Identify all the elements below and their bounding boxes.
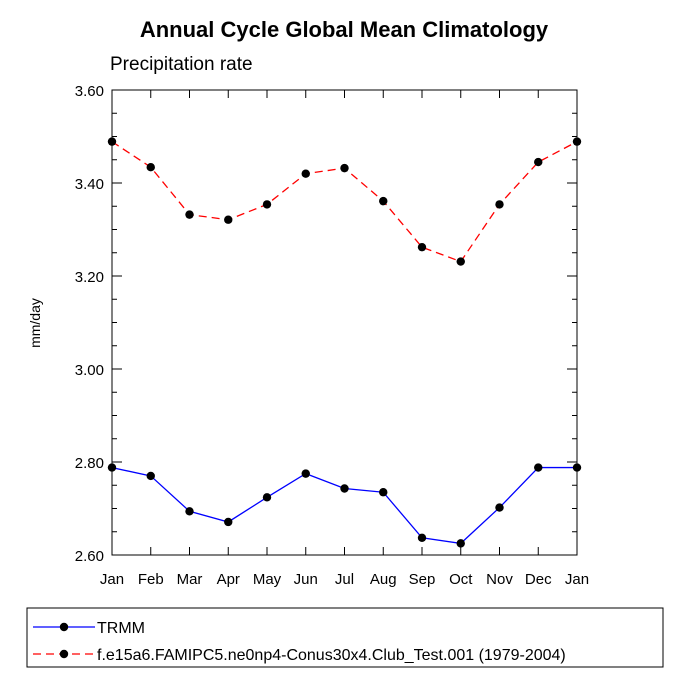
x-tick-label-10: Nov — [486, 571, 513, 588]
x-tick-label-3: Apr — [217, 571, 240, 588]
chart-subtitle: Precipitation rate — [110, 54, 253, 75]
series-1-point-11 — [534, 157, 543, 167]
series-1-point-8 — [417, 242, 427, 252]
series-1-point-6 — [340, 163, 349, 173]
x-tick-label-0: Jan — [100, 571, 124, 588]
series-1-point-10 — [495, 200, 504, 209]
x-tick-label-7: Aug — [370, 571, 397, 588]
y-tick-label-1: 3.40 — [75, 176, 104, 193]
series-0-point-4 — [262, 493, 272, 502]
series-0-point-11 — [534, 463, 543, 472]
series-1-point-4 — [262, 200, 272, 209]
x-tick-label-4: May — [253, 571, 282, 588]
y-tick-label-4: 2.80 — [75, 455, 104, 472]
series-layer — [107, 137, 582, 548]
series-0-point-6 — [340, 484, 349, 493]
series-1-point-7 — [379, 196, 388, 206]
series-1-point-1 — [146, 162, 155, 172]
series-1-point-2 — [185, 210, 194, 219]
series-0-point-1 — [146, 471, 155, 481]
series-1-point-0 — [107, 137, 117, 146]
series-0-point-3 — [224, 517, 233, 527]
legend-label-0: TRMM — [97, 620, 145, 637]
x-tick-label-1: Feb — [138, 571, 164, 588]
y-tick-label-5: 2.60 — [75, 548, 104, 565]
series-line-1 — [111, 141, 578, 263]
series-0-point-5 — [301, 469, 310, 478]
x-tick-label-6: Jul — [335, 571, 354, 588]
chart-title: Annual Cycle Global Mean Climatology — [140, 17, 549, 42]
x-tick-label-12: Jan — [565, 571, 589, 588]
series-0-point-9 — [456, 539, 465, 548]
y-tick-label-3: 3.00 — [75, 362, 104, 379]
y-ticks: 3.60 3.40 3.20 3.00 2.80 2.60 — [75, 83, 577, 565]
legend-box — [26, 607, 664, 668]
series-1-point-3 — [224, 215, 233, 224]
legend-marker-1 — [59, 649, 69, 659]
legend: TRMM f.e15a6.FAMIPC5.ne0np4-Conus30x4.Clu… — [33, 620, 566, 664]
series-0-point-0 — [107, 463, 117, 472]
series-0-point-12 — [572, 463, 582, 472]
legend-label-1: f.e15a6.FAMIPC5.ne0np4-Conus30x4.Club_Te… — [97, 647, 566, 664]
series-0-point-2 — [185, 507, 194, 516]
x-tick-label-9: Oct — [449, 571, 473, 588]
x-tick-label-8: Sep — [409, 571, 436, 588]
x-tick-label-11: Dec — [525, 571, 552, 588]
series-0-point-7 — [379, 488, 388, 497]
x-ticks: Jan Feb Mar Apr May Jun Jul Aug Sep Oct Nov Dec Jan — [100, 90, 589, 588]
y-tick-label-2: 3.20 — [75, 269, 104, 286]
x-tick-label-5: Jun — [294, 571, 318, 588]
series-0-point-10 — [495, 503, 504, 512]
series-1-point-5 — [301, 169, 310, 178]
series-0-point-8 — [417, 533, 427, 542]
y-tick-label-0: 3.60 — [75, 83, 104, 100]
x-tick-label-2: Mar — [177, 571, 203, 588]
series-line-0 — [111, 466, 577, 545]
legend-marker-0 — [59, 622, 69, 632]
y-axis-label: mm/day — [27, 298, 43, 348]
series-1-point-12 — [572, 137, 582, 146]
series-1-point-9 — [456, 257, 465, 266]
